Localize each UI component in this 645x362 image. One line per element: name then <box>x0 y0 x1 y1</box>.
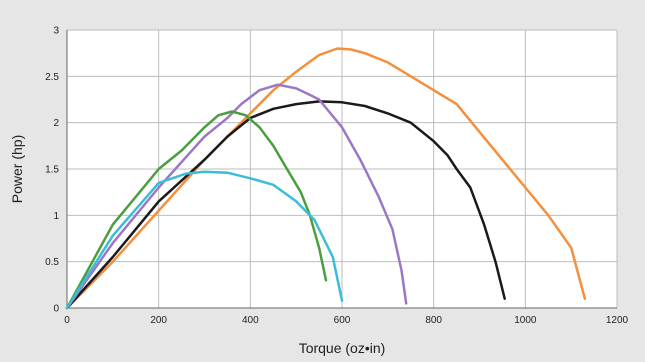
x-tick-label: 1000 <box>514 315 537 326</box>
x-tick-label: 400 <box>242 315 259 326</box>
x-tick-label: 1200 <box>606 315 629 326</box>
y-tick-label: 1 <box>53 211 59 222</box>
x-tick-label: 600 <box>334 315 351 326</box>
series-lines <box>65 47 587 310</box>
x-axis-title: Torque (oz•in) <box>299 340 386 356</box>
series-line-5 <box>65 170 344 310</box>
axes <box>66 30 617 309</box>
y-tick-label: 0 <box>53 304 59 315</box>
tick-labels: 0 200 400 600 800 1000 1200 0 0.5 1 1.5 2 2.5 3 <box>45 26 628 327</box>
series-line-4 <box>65 110 328 310</box>
grid-lines <box>67 29 618 308</box>
y-tick-label: 0.5 <box>45 257 59 268</box>
series-line-3 <box>65 83 408 310</box>
x-tick-label: 200 <box>150 315 167 326</box>
y-tick-label: 1.5 <box>45 165 59 176</box>
y-tick-label: 3 <box>53 26 59 37</box>
x-tick-label: 800 <box>425 315 442 326</box>
y-tick-label: 2 <box>53 118 59 129</box>
y-tick-label: 2.5 <box>45 72 59 83</box>
series-line-2 <box>65 100 506 310</box>
x-tick-label: 0 <box>64 315 70 326</box>
y-axis-title: Power (hp) <box>9 135 25 203</box>
